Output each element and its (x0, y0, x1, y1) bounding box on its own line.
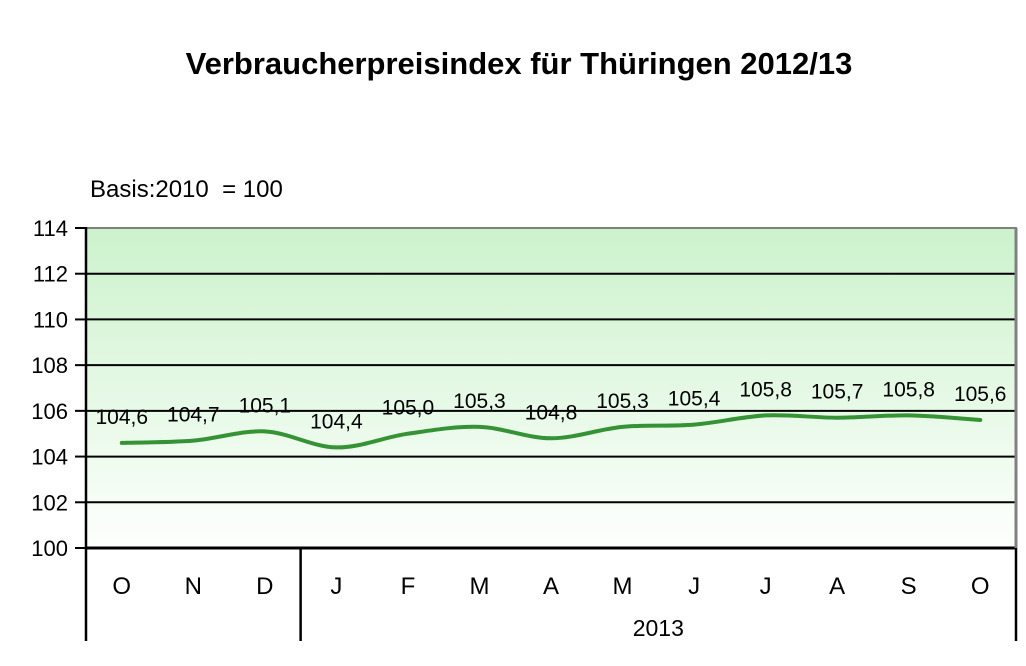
month-label: F (401, 573, 416, 600)
month-label: J (330, 573, 342, 600)
series-line (119, 413, 983, 450)
month-label: A (829, 573, 845, 600)
plot-area: 100 102 104 106 108 110 112 114 2013 O N D J F M A M J J A S… (31, 216, 1018, 641)
month-label: O (971, 573, 990, 600)
month-label: M (469, 573, 489, 600)
month-label: A (543, 573, 559, 600)
data-label: 105,1 (239, 394, 292, 417)
y-tick-label: 104 (31, 445, 68, 470)
y-tick-label: 102 (31, 490, 68, 515)
data-label: 104,7 (167, 404, 220, 427)
month-label: O (112, 573, 131, 600)
year-label: 2013 (633, 615, 684, 641)
data-label: 105,4 (668, 388, 721, 411)
data-label: 105,6 (954, 383, 1007, 406)
month-label: N (185, 573, 202, 600)
month-label: D (256, 573, 273, 600)
y-tick-label: 100 (31, 536, 68, 561)
basis-note: Basis:2010 = 100 (90, 176, 283, 203)
data-label: 104,8 (525, 401, 578, 424)
y-tick-label: 114 (33, 216, 68, 241)
data-label: 105,3 (453, 390, 506, 413)
data-label: 104,6 (95, 406, 148, 429)
data-label: 105,3 (596, 390, 649, 413)
plot-background (87, 228, 1016, 548)
y-tick-label: 110 (33, 307, 68, 332)
month-label: J (760, 573, 772, 600)
month-label: M (613, 573, 633, 600)
month-label: S (901, 573, 917, 600)
y-tick-label: 108 (31, 353, 68, 378)
data-label: 105,8 (739, 378, 792, 401)
data-label: 105,7 (811, 381, 864, 404)
chart-title: Verbraucherpreisindex für Thüringen 2012… (186, 46, 853, 81)
month-label: J (688, 573, 700, 600)
y-tick-label: 112 (33, 262, 68, 287)
data-label: 104,4 (310, 410, 363, 433)
y-tick-label: 106 (31, 399, 68, 424)
data-label: 105,0 (382, 397, 435, 420)
data-label: 105,8 (882, 378, 935, 401)
